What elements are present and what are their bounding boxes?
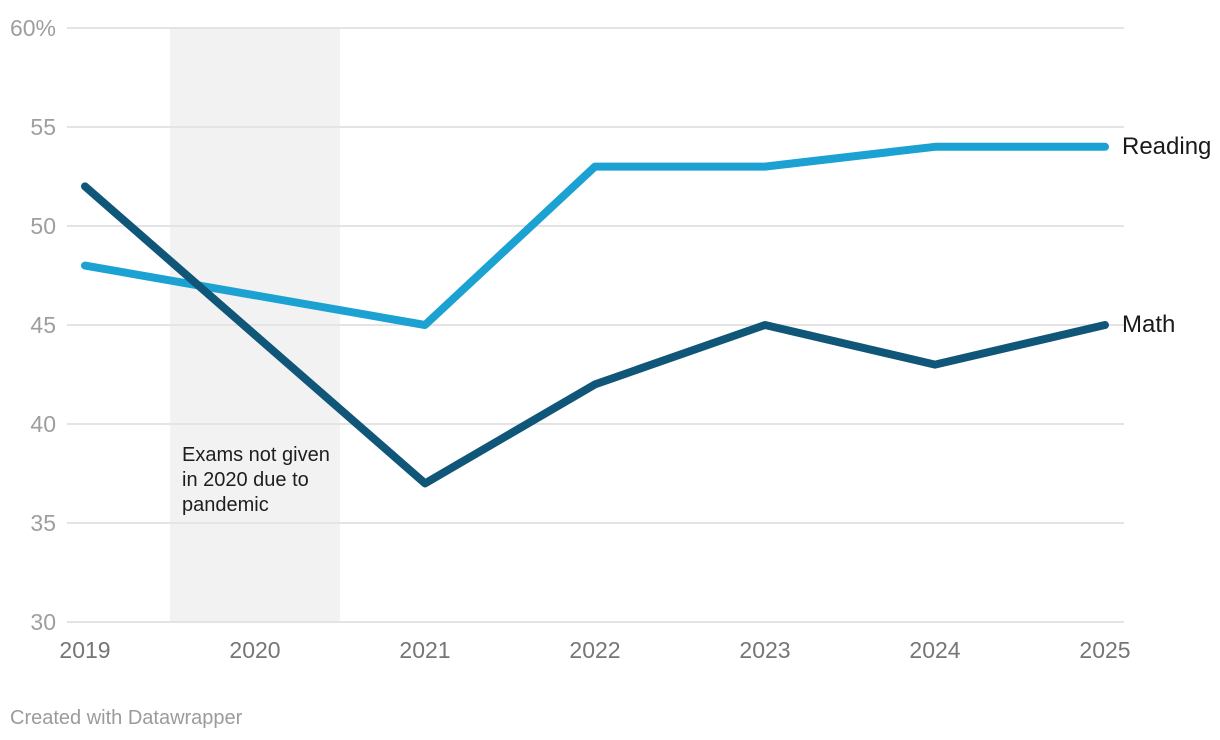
y-axis-tick-label: 40 xyxy=(30,411,56,437)
y-axis-tick-label: 60% xyxy=(10,15,56,41)
y-axis-tick-label: 45 xyxy=(30,312,56,338)
attribution-text: Created with Datawrapper xyxy=(10,707,243,729)
y-axis-tick-label: 50 xyxy=(30,213,56,239)
x-axis-tick-label: 2020 xyxy=(229,637,280,663)
x-axis-tick-label: 2021 xyxy=(399,637,450,663)
x-axis-tick-label: 2023 xyxy=(739,637,790,663)
series-line-reading xyxy=(81,142,1109,329)
x-axis-tick-label: 2024 xyxy=(909,637,960,663)
x-axis-tick-label: 2019 xyxy=(59,637,110,663)
y-axis-tick-label: 55 xyxy=(30,114,56,140)
y-axis-tick-label: 30 xyxy=(30,609,56,635)
x-axis-tick-label: 2025 xyxy=(1079,637,1130,663)
series-line-math xyxy=(81,182,1109,488)
line-chart-plot: 30 35 40 45 50 55 60% 2019 2020 2021 2022 2023 2024 2… xyxy=(10,15,1131,663)
band-annotation-line: in 2020 due to xyxy=(182,469,309,491)
band-annotation-line: pandemic xyxy=(182,494,269,516)
series-label-math: Math xyxy=(1122,311,1176,338)
series-label-reading: Reading xyxy=(1122,132,1212,160)
y-axis-tick-label: 35 xyxy=(30,510,56,536)
x-axis-tick-label: 2022 xyxy=(569,637,620,663)
band-annotation-line: Exams not given xyxy=(182,444,330,466)
band-annotation: Exams not given in 2020 due to pandemic xyxy=(182,443,330,518)
